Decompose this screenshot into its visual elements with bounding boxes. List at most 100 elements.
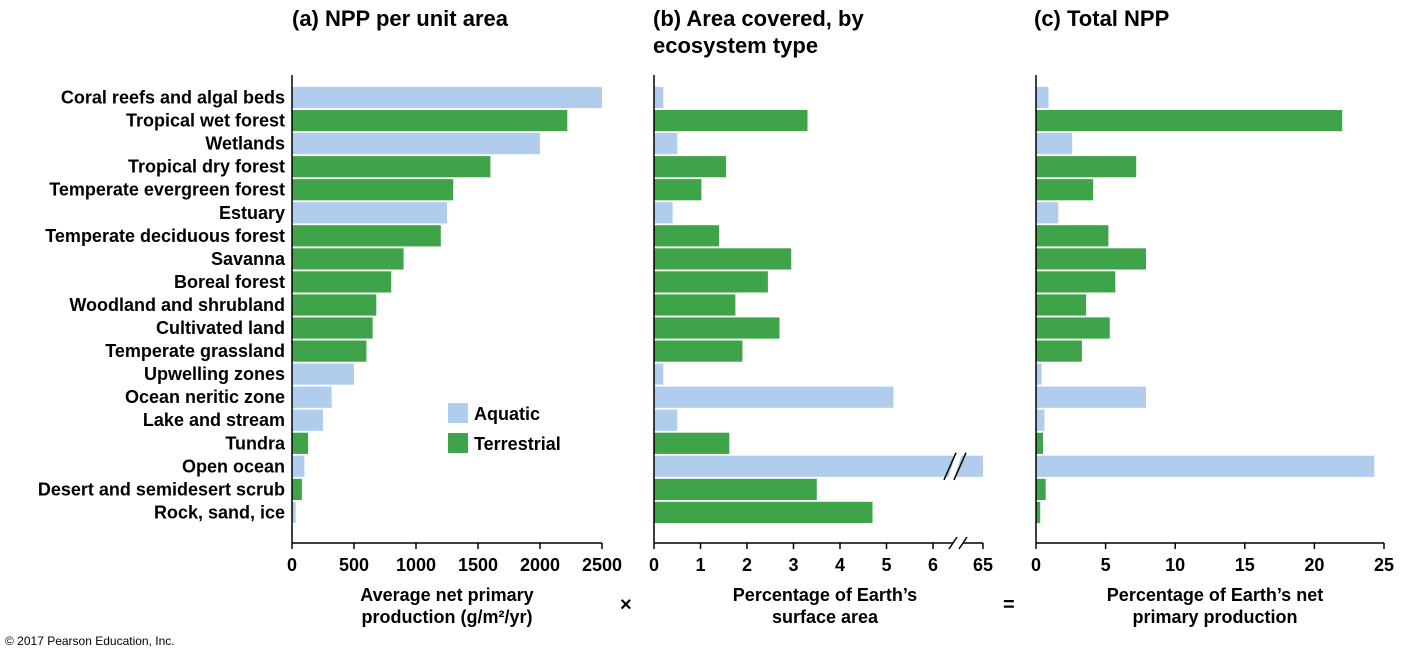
x-tick-label-b-0: 0 bbox=[649, 555, 659, 575]
bar-c-tundra bbox=[1036, 432, 1043, 454]
panel-b-title-line-2: ecosystem type bbox=[653, 33, 819, 58]
x-tick-label-a-1500: 1500 bbox=[458, 555, 498, 575]
category-label-temperate-deciduous-forest: Temperate deciduous forest bbox=[45, 226, 285, 246]
bar-c-estuary bbox=[1036, 202, 1059, 224]
category-label-cultivated-land: Cultivated land bbox=[156, 318, 285, 338]
bar-a-temperate-evergreen-forest bbox=[292, 179, 454, 201]
bar-c-cultivated-land bbox=[1036, 317, 1110, 339]
bar-b-temperate-grassland bbox=[654, 340, 743, 362]
bar-c-ocean-neritic-zone bbox=[1036, 386, 1146, 408]
bar-b-boreal-forest bbox=[654, 271, 768, 293]
category-label-temperate-evergreen-forest: Temperate evergreen forest bbox=[49, 180, 285, 200]
bar-b-estuary bbox=[654, 202, 673, 224]
bar-a-tropical-wet-forest bbox=[292, 110, 568, 132]
bar-b-woodland-and-shrubland bbox=[654, 294, 736, 316]
bar-b-ocean-neritic-zone bbox=[654, 386, 894, 408]
x-tick-label-c-25: 25 bbox=[1374, 555, 1394, 575]
bar-c-lake-and-stream bbox=[1036, 409, 1045, 431]
bar-break-gap bbox=[948, 453, 962, 479]
category-label-coral-reefs-and-algal-beds: Coral reefs and algal beds bbox=[61, 88, 285, 108]
category-label-estuary: Estuary bbox=[219, 203, 285, 223]
bar-c-desert-and-semidesert-scrub bbox=[1036, 478, 1046, 500]
bar-c-temperate-deciduous-forest bbox=[1036, 225, 1109, 247]
x-tick-label-c-10: 10 bbox=[1165, 555, 1185, 575]
category-label-lake-and-stream: Lake and stream bbox=[143, 410, 285, 430]
bar-a-temperate-deciduous-forest bbox=[292, 225, 441, 247]
x-tick-label-a-2500: 2500 bbox=[582, 555, 622, 575]
category-label-tundra: Tundra bbox=[225, 433, 286, 453]
panel-c-xlabel-line-2: primary production bbox=[1132, 607, 1298, 627]
panel-a-title: (a) NPP per unit area bbox=[292, 6, 508, 31]
category-label-open-ocean: Open ocean bbox=[182, 456, 285, 476]
bar-c-boreal-forest bbox=[1036, 271, 1116, 293]
panel-a-xlabel: Average net primary production (g/m²/yr) bbox=[292, 584, 602, 628]
panel-c-title: (c) Total NPP bbox=[1034, 6, 1170, 31]
panel-b-xlabel-line-2: surface area bbox=[771, 607, 879, 627]
category-label-wetlands: Wetlands bbox=[205, 134, 285, 154]
axis-break-mark-right bbox=[958, 536, 968, 550]
x-tick-label-a-0: 0 bbox=[287, 555, 297, 575]
bar-b-cultivated-land bbox=[654, 317, 780, 339]
bar-a-rock-sand-ice bbox=[292, 501, 296, 523]
x-tick-label-c-15: 15 bbox=[1235, 555, 1255, 575]
bar-break-mark-right bbox=[953, 452, 967, 481]
panel-c-xlabel-line-1: Percentage of Earth’s net bbox=[1106, 585, 1324, 605]
bar-b-temperate-evergreen-forest bbox=[654, 179, 702, 201]
bar-a-tropical-dry-forest bbox=[292, 156, 491, 178]
panel-b-title-line-1: (b) Area covered, by bbox=[653, 6, 864, 31]
category-label-tropical-wet-forest: Tropical wet forest bbox=[126, 111, 285, 131]
bar-b-tropical-wet-forest bbox=[654, 110, 808, 132]
bar-c-woodland-and-shrubland bbox=[1036, 294, 1087, 316]
bar-break-mark-left bbox=[943, 452, 957, 481]
bar-c-tropical-dry-forest bbox=[1036, 156, 1137, 178]
bar-b-wetlands bbox=[654, 133, 678, 155]
bar-b-savanna bbox=[654, 248, 792, 270]
x-tick-label-c-5: 5 bbox=[1101, 555, 1111, 575]
bar-b-desert-and-semidesert-scrub bbox=[654, 478, 817, 500]
bar-a-woodland-and-shrubland bbox=[292, 294, 377, 316]
legend-swatch-terrestrial bbox=[448, 433, 468, 453]
bar-c-rock-sand-ice bbox=[1036, 501, 1041, 523]
x-tick-label-b-2: 2 bbox=[742, 555, 752, 575]
category-label-boreal-forest: Boreal forest bbox=[174, 272, 285, 292]
copyright-notice: © 2017 Pearson Education, Inc. bbox=[5, 634, 175, 648]
bar-a-ocean-neritic-zone bbox=[292, 386, 332, 408]
bar-c-upwelling-zones bbox=[1036, 363, 1042, 385]
x-tick-label-c-0: 0 bbox=[1031, 555, 1041, 575]
x-tick-label-b-4: 4 bbox=[835, 555, 845, 575]
bar-a-temperate-grassland bbox=[292, 340, 367, 362]
category-label-woodland-and-shrubland: Woodland and shrubland bbox=[69, 295, 285, 315]
panel-b-xlabel-line-1: Percentage of Earth’s bbox=[732, 585, 918, 605]
bar-b-rock-sand-ice bbox=[654, 501, 873, 523]
equals-operator: = bbox=[1003, 594, 1015, 616]
bar-a-savanna bbox=[292, 248, 404, 270]
x-tick-label-a-1000: 1000 bbox=[396, 555, 436, 575]
bar-b-upwelling-zones bbox=[654, 363, 664, 385]
bar-c-coral-reefs-and-algal-beds bbox=[1036, 86, 1049, 109]
panel-b-title: (b) Area covered, by ecosystem type bbox=[653, 5, 864, 59]
bar-b-temperate-deciduous-forest bbox=[654, 225, 720, 247]
legend-swatch-aquatic bbox=[448, 403, 468, 423]
bar-a-lake-and-stream bbox=[292, 409, 323, 431]
category-label-rock-sand-ice: Rock, sand, ice bbox=[154, 502, 285, 522]
bar-c-wetlands bbox=[1036, 133, 1073, 155]
legend-label-aquatic: Aquatic bbox=[474, 404, 540, 424]
bar-b-tropical-dry-forest bbox=[654, 156, 727, 178]
axis-break-mark-left bbox=[948, 536, 958, 550]
bar-a-wetlands bbox=[292, 133, 540, 155]
bar-c-tropical-wet-forest bbox=[1036, 110, 1343, 132]
bar-b-tundra bbox=[654, 432, 730, 454]
bar-c-savanna bbox=[1036, 248, 1146, 270]
bar-a-desert-and-semidesert-scrub bbox=[292, 478, 302, 500]
bar-a-boreal-forest bbox=[292, 271, 392, 293]
x-tick-label-a-2000: 2000 bbox=[520, 555, 560, 575]
x-tick-label-b-6: 6 bbox=[928, 555, 938, 575]
bar-c-open-ocean bbox=[1036, 455, 1375, 477]
category-label-temperate-grassland: Temperate grassland bbox=[105, 341, 285, 361]
bar-a-estuary bbox=[292, 202, 447, 224]
category-label-ocean-neritic-zone: Ocean neritic zone bbox=[125, 387, 285, 407]
panel-b-xlabel: Percentage of Earth’s surface area bbox=[680, 584, 970, 628]
panel-a-xlabel-line-2: production (g/m²/yr) bbox=[361, 607, 533, 627]
bar-a-cultivated-land bbox=[292, 317, 373, 339]
